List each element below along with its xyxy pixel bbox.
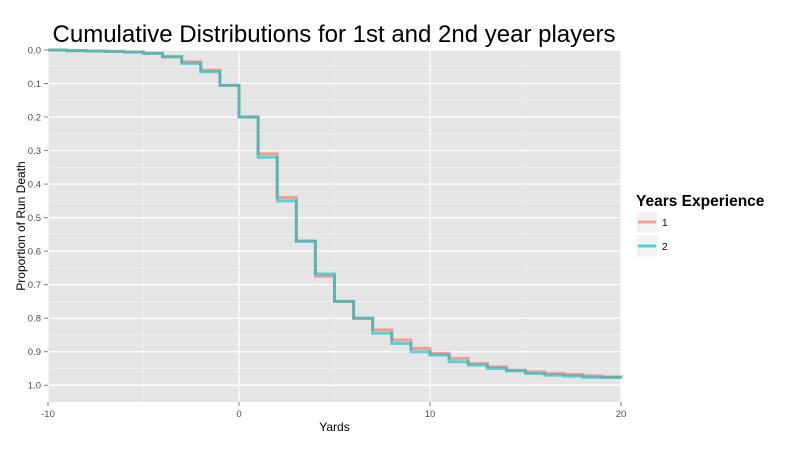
y-axis-title: Proportion of Run Death [14, 161, 28, 290]
y-tick-label: 0.7 [28, 280, 41, 291]
y-tick-label: 0.6 [28, 247, 41, 258]
y-tick-label: 0.0 [28, 46, 41, 57]
x-tick-label: 0 [236, 409, 241, 420]
y-tick-label: 1.0 [28, 381, 41, 392]
series-group [48, 48, 623, 380]
legend-label: 1 [662, 218, 668, 229]
legend-label: 2 [662, 242, 668, 253]
y-tick-label: 0.8 [28, 314, 41, 325]
y-tick-label: 0.5 [28, 213, 41, 224]
series-line-2 [48, 48, 623, 380]
x-tick-label: -10 [41, 409, 55, 420]
legend-title: Years Experience [636, 193, 765, 210]
x-axis-title: Yards [319, 420, 349, 434]
x-axis: -10 0 10 20 [41, 402, 626, 420]
x-tick-label: 20 [616, 409, 627, 420]
y-tick-label: 0.9 [28, 347, 41, 358]
y-axis: 0.0 0.1 0.2 0.3 0.4 0.5 0.6 0.7 0.8 0.9 1.0 [28, 46, 48, 392]
major-gridlines [47, 49, 622, 402]
legend: Years Experience 1 2 [635, 193, 765, 258]
chart-title: Cumulative Distributions for 1st and 2nd… [53, 21, 616, 48]
y-tick-label: 0.2 [28, 113, 41, 124]
x-tick-label: 10 [425, 409, 436, 420]
y-tick-label: 0.3 [28, 146, 41, 157]
y-tick-label: 0.1 [28, 79, 41, 90]
y-tick-label: 0.4 [28, 180, 41, 191]
